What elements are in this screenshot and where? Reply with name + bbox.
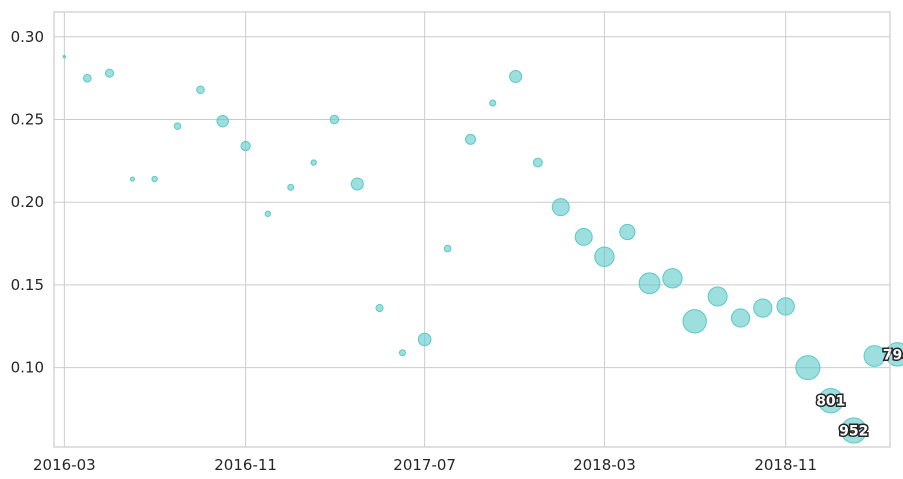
data-point <box>707 286 728 307</box>
data-point <box>776 297 795 316</box>
data-point <box>662 268 683 289</box>
data-point <box>216 114 229 128</box>
data-point <box>465 133 477 145</box>
data-point-label: 952 <box>839 423 868 439</box>
data-point <box>173 122 182 130</box>
grid-lines <box>54 12 890 447</box>
data-point <box>62 54 67 59</box>
data-point <box>310 159 317 166</box>
x-tick-label: 2016-11 <box>214 456 277 474</box>
data-point <box>574 227 593 246</box>
data-point <box>350 177 364 191</box>
data-point <box>398 349 406 357</box>
data-point <box>753 298 773 318</box>
data-point <box>818 387 844 414</box>
data-point <box>619 223 636 241</box>
data-point-label: 801 <box>816 394 845 410</box>
data-point <box>443 244 452 253</box>
point-labels: 801 952 794 <box>815 346 903 441</box>
data-point <box>551 198 570 217</box>
x-tick-label: 2017-07 <box>393 456 456 474</box>
x-tick-label: 2018-03 <box>573 456 636 474</box>
data-point <box>489 99 497 107</box>
data-point <box>375 304 384 313</box>
data-point <box>638 272 661 295</box>
data-point <box>82 73 92 83</box>
data-point <box>417 332 432 347</box>
y-axis-ticks: 0.10 0.15 0.20 0.25 0.30 <box>11 28 44 377</box>
data-point <box>594 246 615 267</box>
data-point <box>532 157 543 168</box>
x-axis-ticks: 2016-03 2016-11 2017-07 2018-03 2018-11 <box>33 456 817 474</box>
data-point <box>196 85 205 95</box>
y-tick-label: 0.10 <box>11 359 44 377</box>
data-point <box>104 68 115 78</box>
data-point <box>240 140 251 152</box>
plot-frame <box>53 11 891 448</box>
plot-background <box>54 12 890 447</box>
data-point <box>730 308 751 328</box>
data-point <box>329 114 340 125</box>
y-tick-label: 0.15 <box>11 276 44 294</box>
data-point <box>287 183 295 191</box>
y-tick-label: 0.20 <box>11 193 44 211</box>
data-point-label: 794 <box>883 347 903 363</box>
x-tick-label: 2018-11 <box>754 456 817 474</box>
data-point <box>129 176 135 182</box>
data-point <box>509 70 523 84</box>
y-tick-label: 0.25 <box>11 111 44 129</box>
data-points <box>62 54 903 444</box>
data-point <box>840 417 867 444</box>
x-tick-label: 2016-03 <box>33 456 96 474</box>
data-point <box>863 345 886 367</box>
data-point <box>682 309 707 334</box>
data-point <box>264 210 271 217</box>
data-point <box>795 355 821 381</box>
y-tick-label: 0.30 <box>11 28 44 46</box>
data-point <box>151 175 158 183</box>
